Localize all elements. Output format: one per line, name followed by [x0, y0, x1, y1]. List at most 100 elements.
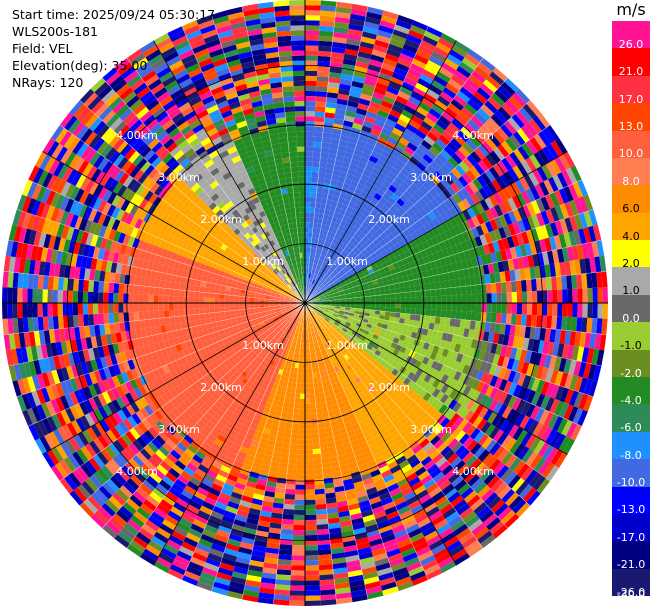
- velocity-cell: [425, 309, 432, 317]
- velocity-cell: [451, 118, 464, 131]
- velocity-cell: [403, 318, 410, 325]
- velocity-cell: [461, 259, 468, 270]
- velocity-cell: [370, 262, 377, 269]
- velocity-cell: [325, 252, 331, 258]
- velocity-cell: [405, 291, 411, 298]
- velocity-cell: [493, 191, 503, 205]
- velocity-cell: [449, 206, 459, 218]
- velocity-cell: [422, 255, 430, 264]
- velocity-cell: [434, 194, 444, 205]
- velocity-cell: [505, 281, 512, 293]
- velocity-cell: [389, 38, 405, 49]
- velocity-cell: [498, 214, 508, 227]
- velocity-cell: [578, 228, 587, 245]
- velocity-cell: [324, 295, 330, 298]
- velocity-cell: [295, 388, 301, 394]
- velocity-cell: [320, 10, 336, 17]
- velocity-cell: [561, 420, 573, 436]
- velocity-cell: [317, 270, 321, 276]
- velocity-cell: [507, 370, 517, 383]
- velocity-cell: [602, 287, 608, 303]
- velocity-cell: [335, 6, 352, 14]
- velocity-cell: [290, 575, 305, 581]
- velocity-cell: [415, 251, 423, 260]
- velocity-cell: [335, 11, 351, 19]
- velocity-cell: [489, 375, 499, 388]
- velocity-cell: [321, 142, 331, 149]
- velocity-cell: [346, 319, 353, 324]
- velocity-cell: [541, 164, 553, 180]
- velocity-cell: [321, 273, 326, 279]
- velocity-cell: [438, 37, 454, 50]
- velocity-cell: [365, 73, 379, 83]
- velocity-cell: [424, 30, 441, 42]
- velocity-cell: [458, 161, 470, 173]
- velocity-cell: [366, 6, 384, 16]
- velocity-cell: [322, 274, 328, 280]
- velocity-cell: [443, 357, 452, 367]
- velocity-cell: [305, 101, 316, 107]
- velocity-cell: [320, 286, 325, 291]
- velocity-cell: [503, 225, 512, 238]
- velocity-cell: [492, 163, 505, 177]
- velocity-cell: [546, 277, 553, 291]
- velocity-cell: [435, 205, 445, 215]
- velocity-cell: [399, 53, 414, 64]
- velocity-cell: [319, 260, 324, 267]
- velocity-cell: [440, 222, 449, 232]
- velocity-cell: [548, 413, 559, 430]
- velocity-cell: [591, 348, 600, 365]
- velocity-cell: [540, 225, 549, 239]
- velocity-cell: [464, 319, 471, 330]
- velocity-cell: [430, 309, 437, 317]
- velocity-cell: [397, 206, 407, 216]
- velocity-cell: [290, 433, 299, 440]
- velocity-cell: [356, 107, 368, 116]
- velocity-cell: [346, 38, 361, 47]
- velocity-cell: [364, 309, 371, 314]
- velocity-cell: [317, 60, 331, 67]
- velocity-cell: [571, 245, 580, 261]
- velocity-cell: [481, 293, 487, 303]
- velocity-cell: [521, 314, 527, 327]
- velocity-cell: [325, 258, 331, 264]
- velocity-cell: [352, 261, 359, 268]
- velocity-cell: [352, 246, 359, 253]
- velocity-cell: [460, 106, 474, 120]
- velocity-cell: [398, 215, 407, 224]
- velocity-cell: [334, 281, 340, 286]
- velocity-cell: [305, 469, 314, 475]
- velocity-cell: [498, 379, 508, 392]
- velocity-cell: [485, 312, 492, 323]
- velocity-cell: [380, 272, 387, 278]
- velocity-cell: [310, 247, 314, 254]
- velocity-cell: [309, 268, 313, 274]
- velocity-cell: [436, 224, 445, 235]
- velocity-cell: [369, 172, 379, 181]
- velocity-cell: [532, 253, 540, 267]
- velocity-cell: [510, 280, 517, 293]
- velocity-cell: [363, 329, 370, 336]
- velocity-cell: [561, 170, 573, 186]
- velocity-cell: [322, 127, 333, 134]
- velocity-cell: [398, 282, 405, 288]
- velocity-cell: [480, 371, 489, 384]
- velocity-cell: [584, 332, 592, 348]
- velocity-cell: [426, 60, 442, 72]
- velocity-cell: [289, 595, 305, 601]
- velocity-cell: [426, 303, 432, 310]
- velocity-cell: [503, 368, 512, 381]
- velocity-cell: [417, 354, 425, 363]
- velocity-cell: [571, 274, 578, 289]
- velocity-cell: [437, 167, 448, 178]
- velocity-cell: [422, 328, 429, 336]
- velocity-cell: [367, 64, 382, 73]
- velocity-cell: [433, 75, 448, 87]
- velocity-cell: [315, 402, 322, 409]
- velocity-cell: [288, 402, 295, 409]
- velocity-cell: [293, 408, 300, 414]
- velocity-cell: [398, 154, 409, 165]
- velocity-cell: [362, 258, 369, 265]
- velocity-cell: [305, 459, 314, 465]
- velocity-cell: [451, 334, 459, 344]
